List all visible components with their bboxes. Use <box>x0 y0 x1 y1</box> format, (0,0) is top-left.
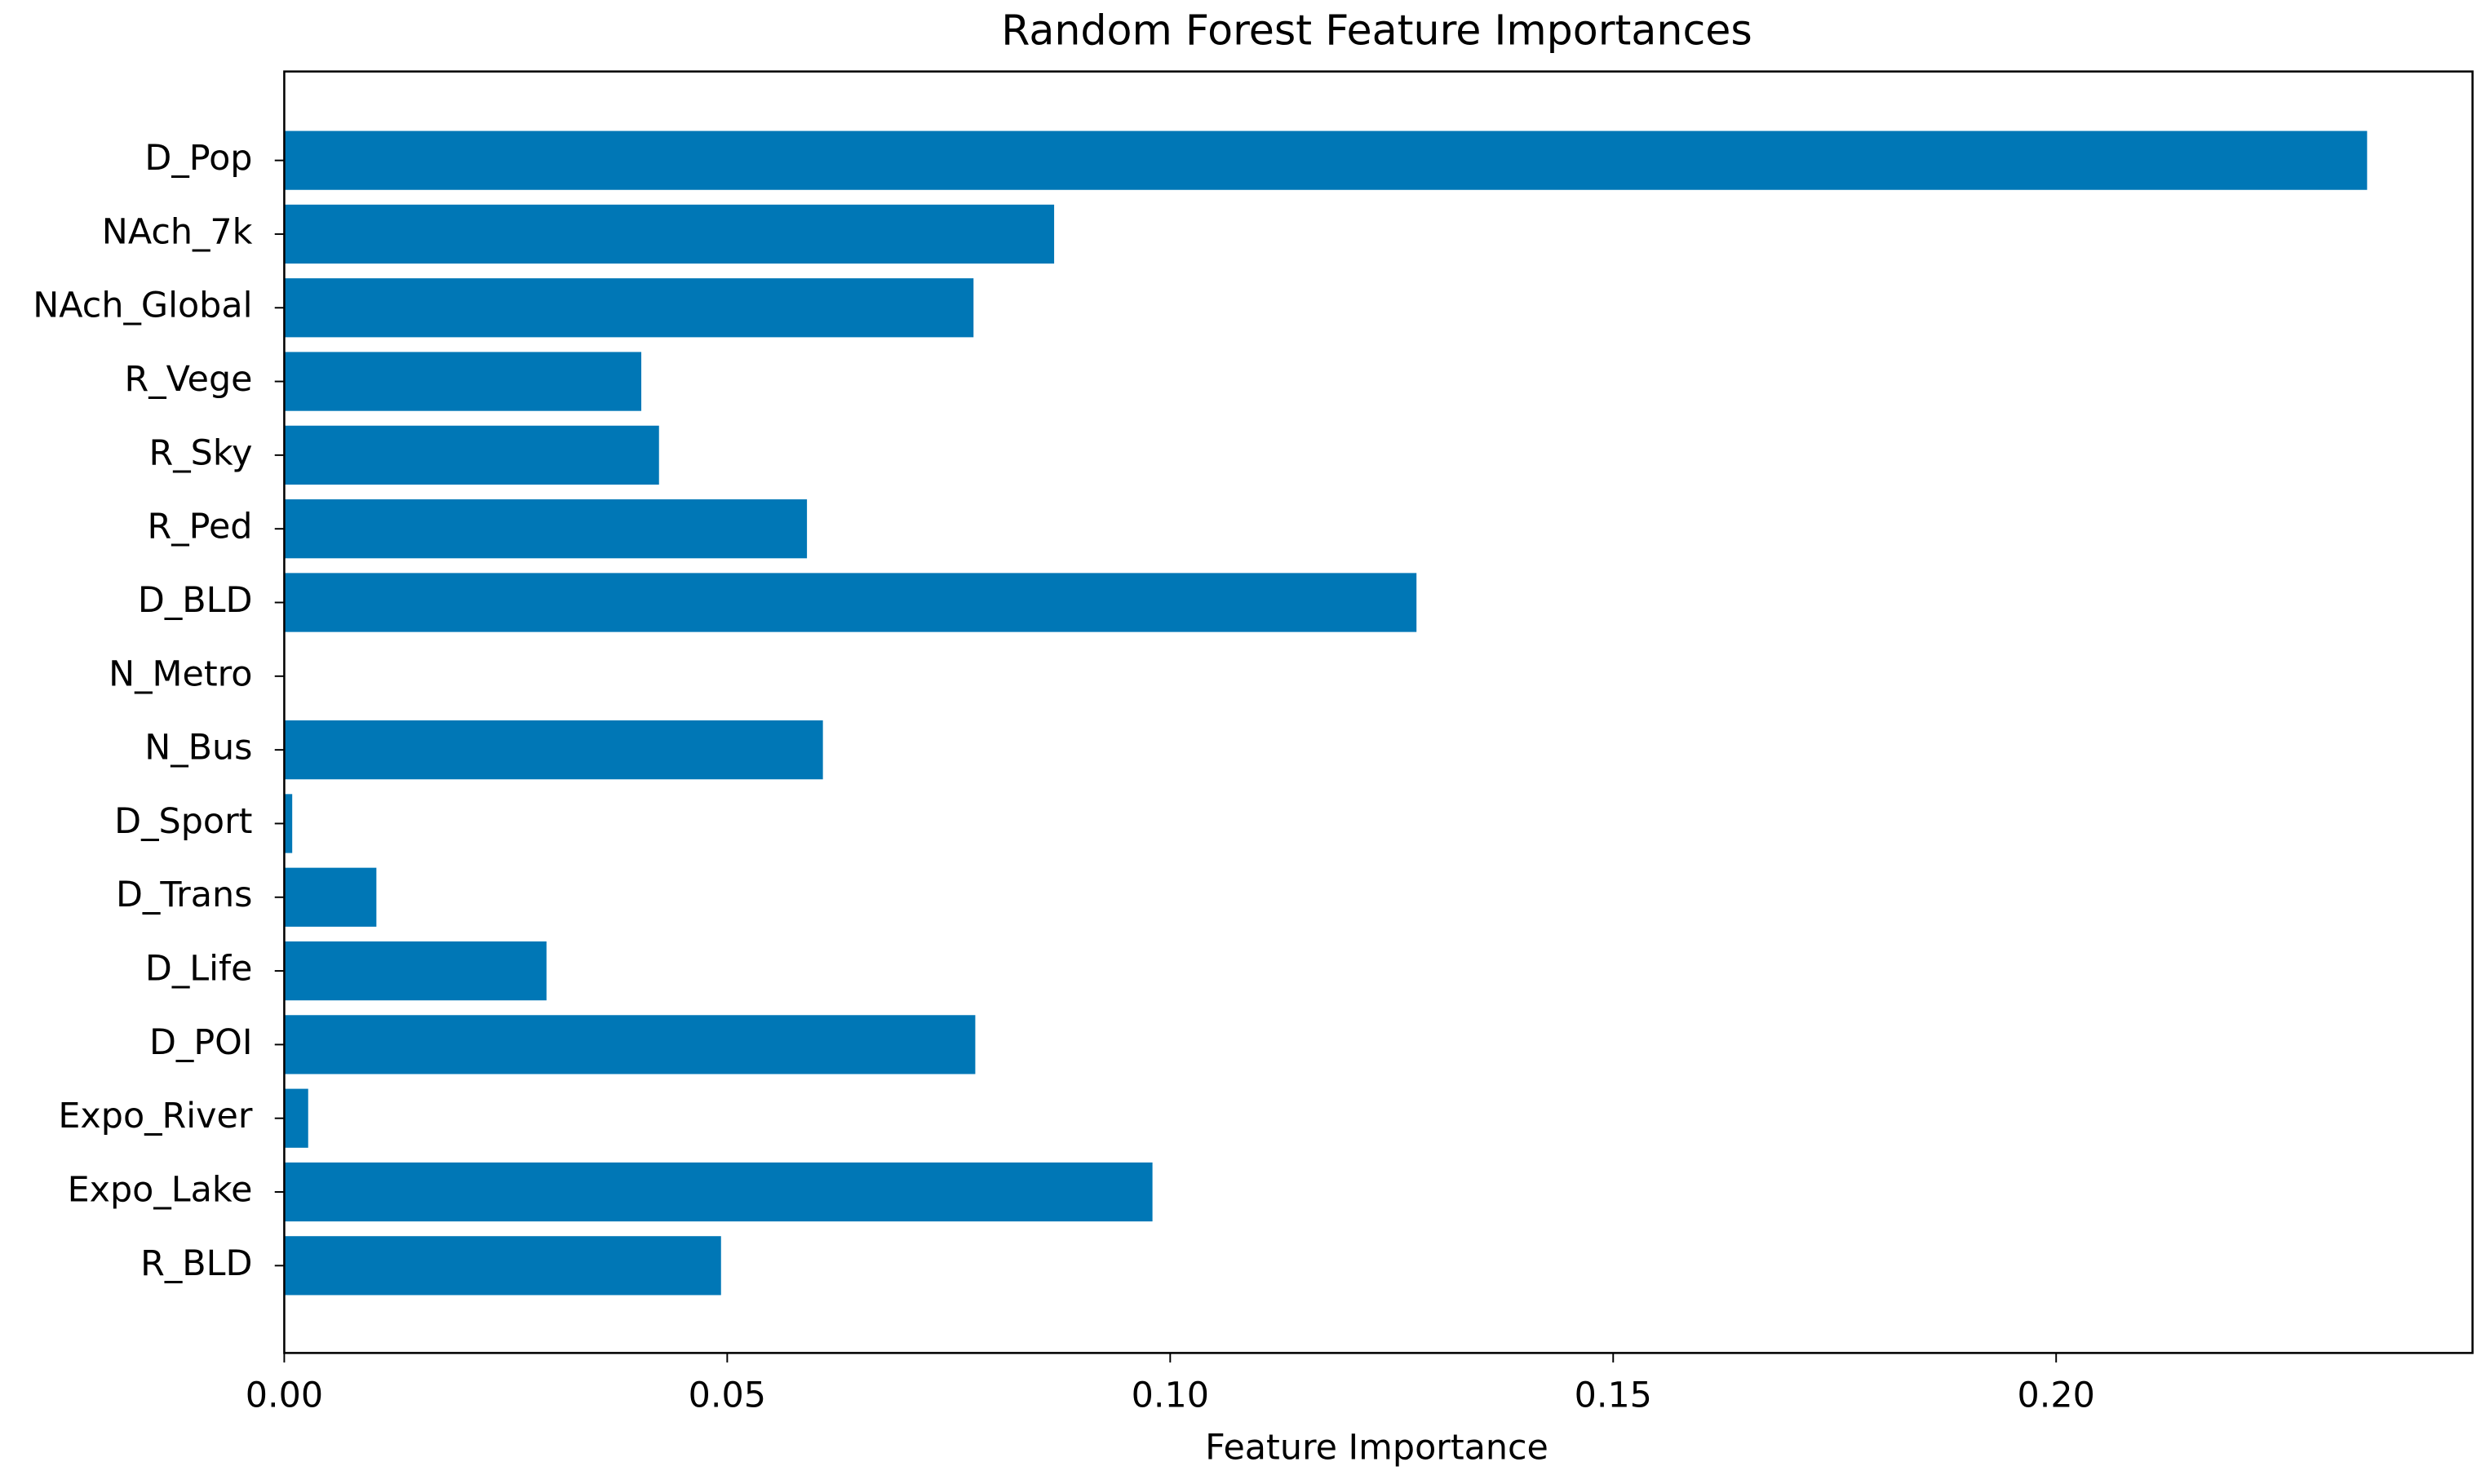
bar <box>284 1236 721 1296</box>
bar <box>284 867 377 927</box>
y-tick-label: D_Life <box>145 949 253 990</box>
x-tick-label: 0.20 <box>2018 1375 2095 1415</box>
y-tick-label: R_BLD <box>140 1243 252 1284</box>
y-tick-label: NAch_Global <box>33 286 252 326</box>
y-tick-label: R_Vege <box>124 359 252 400</box>
y-tick-label: R_Sky <box>149 432 253 473</box>
bar <box>284 1088 308 1148</box>
y-tick-label: D_BLD <box>138 580 253 621</box>
y-tick-label: N_Bus <box>144 728 252 769</box>
y-tick-label: Expo_Lake <box>68 1170 253 1211</box>
y-tick-label: N_Metro <box>109 653 252 694</box>
bar <box>284 425 659 485</box>
y-tick-label: D_Trans <box>116 875 253 915</box>
x-tick-label: 0.10 <box>1132 1375 1209 1415</box>
bar <box>284 352 642 411</box>
bar <box>284 499 808 559</box>
bar <box>284 278 974 338</box>
y-tick-label: NAch_7k <box>102 211 253 252</box>
y-tick-label: D_Sport <box>114 801 252 842</box>
bar <box>284 131 2368 190</box>
bar <box>284 1015 976 1074</box>
bar <box>284 794 293 853</box>
bar <box>284 204 1055 264</box>
bar <box>284 941 547 1001</box>
y-tick-label: D_POI <box>149 1022 253 1063</box>
plot-frame <box>283 70 2474 1354</box>
bar <box>284 573 1417 632</box>
x-tick-label: 0.15 <box>1575 1375 1652 1415</box>
y-tick-label: Expo_River <box>58 1096 252 1136</box>
x-tick-label: 0.05 <box>689 1375 766 1415</box>
bar <box>284 1162 1153 1222</box>
y-tick-label: R_Ped <box>148 507 253 547</box>
bar <box>284 720 823 780</box>
x-axis-label: Feature Importance <box>1205 1428 1548 1468</box>
y-tick-label: D_Pop <box>144 138 252 179</box>
chart-title: Random Forest Feature Importances <box>1001 6 1752 54</box>
x-tick-label: 0.00 <box>246 1375 323 1415</box>
